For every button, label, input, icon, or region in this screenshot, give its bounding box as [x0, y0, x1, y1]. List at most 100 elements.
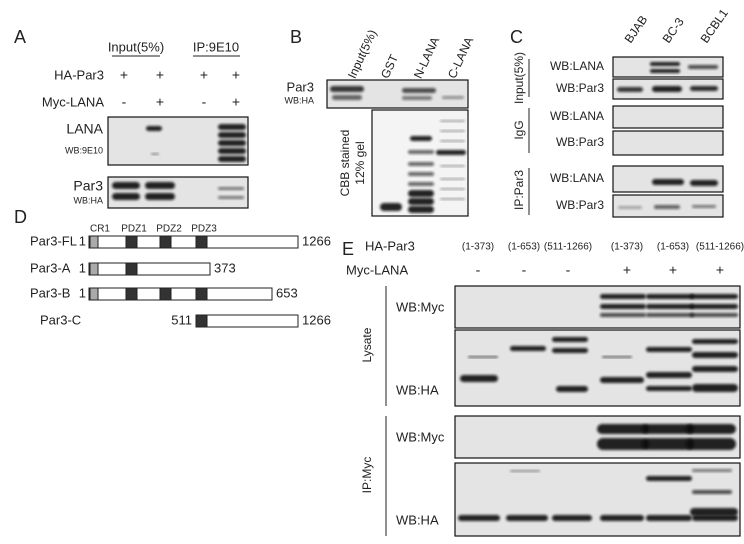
band	[440, 198, 465, 200]
blot-label: WB:LANA	[550, 171, 604, 185]
band	[330, 86, 364, 92]
band	[552, 348, 588, 353]
band	[690, 180, 718, 186]
sign: +	[120, 67, 128, 83]
band	[654, 205, 680, 209]
band	[690, 508, 738, 516]
domain-box	[125, 235, 138, 249]
band	[408, 162, 434, 166]
blot-antibody: WB:HA	[73, 195, 103, 205]
lane-entry: -	[522, 262, 527, 278]
band	[646, 313, 694, 317]
construct-bar	[88, 235, 299, 249]
blot-label: WB:HA	[396, 382, 439, 397]
domain-box	[89, 262, 99, 276]
lane-label: BCBL1	[698, 6, 731, 45]
band	[440, 165, 465, 167]
sign: -	[202, 94, 207, 110]
band	[380, 203, 402, 211]
blot-target: LANA	[66, 121, 103, 137]
domain-box	[125, 262, 138, 276]
band	[408, 182, 434, 186]
domain-box	[159, 235, 172, 249]
blot	[454, 415, 741, 459]
band	[410, 136, 432, 141]
group-label: IP:Par3	[512, 170, 526, 210]
sign: +	[156, 94, 164, 110]
lane-label: GST	[378, 52, 401, 81]
domain-box	[89, 235, 99, 249]
band	[556, 386, 588, 392]
group-header: Input(5%)	[108, 39, 164, 54]
band	[600, 377, 644, 383]
domain-label: CR1	[90, 224, 110, 235]
band	[690, 304, 738, 309]
band	[408, 206, 434, 213]
band	[440, 140, 465, 142]
panel-label: E	[342, 239, 354, 259]
band	[692, 205, 716, 208]
band	[600, 515, 644, 521]
construct-end: 373	[214, 260, 236, 275]
lane-label: C-LANA	[445, 35, 476, 81]
band	[458, 515, 500, 521]
band	[402, 88, 436, 93]
band	[151, 153, 159, 155]
band	[218, 156, 246, 162]
construct-bar	[88, 262, 211, 276]
construct-name: Par3-FL	[30, 233, 77, 248]
blot	[107, 176, 249, 209]
band	[408, 172, 434, 176]
band	[600, 294, 646, 299]
band	[146, 126, 162, 131]
band	[690, 313, 738, 317]
band	[597, 438, 649, 450]
domain-box	[125, 287, 138, 301]
lane-label: BJAB	[622, 13, 651, 46]
domain-box	[159, 287, 172, 301]
band	[218, 140, 246, 146]
blot	[454, 462, 741, 537]
band	[642, 424, 694, 434]
band	[506, 515, 548, 521]
blot	[612, 56, 724, 78]
band	[650, 62, 680, 66]
blot-label: WB:Par3	[556, 81, 604, 95]
sign: +	[232, 67, 240, 83]
sign: +	[156, 67, 164, 83]
row-label: Myc-LANA	[42, 94, 104, 109]
band	[402, 96, 432, 100]
lane-entry: +	[669, 262, 677, 278]
band	[218, 132, 246, 138]
row-label: HA-Par3	[365, 238, 415, 253]
band	[468, 356, 498, 358]
band	[618, 206, 642, 209]
sign: +	[232, 94, 240, 110]
domain-box	[195, 287, 208, 301]
lane-entry: +	[623, 262, 631, 278]
construct-start: 1	[79, 285, 86, 300]
blot-antibody: WB:HA	[284, 95, 314, 105]
band	[646, 476, 692, 481]
construct-start: 1	[79, 260, 86, 275]
group-label: Input(5%)	[512, 52, 526, 104]
construct-start: 1	[79, 233, 86, 248]
construct-end: 1266	[302, 312, 331, 327]
row-label: Myc-LANA	[346, 262, 408, 277]
blot-label: WB:HA	[396, 512, 439, 527]
band	[218, 196, 244, 199]
row-label: HA-Par3	[54, 67, 104, 82]
lane-entry: (511-1266)	[544, 242, 592, 253]
band	[440, 120, 465, 122]
band	[690, 294, 738, 299]
band	[436, 150, 466, 155]
band	[112, 182, 140, 189]
blot-label: WB:LANA	[550, 109, 604, 123]
construct-bar	[195, 314, 299, 328]
band	[646, 386, 692, 391]
band	[646, 347, 692, 352]
band	[552, 515, 592, 521]
band	[442, 96, 464, 99]
band	[646, 294, 694, 299]
